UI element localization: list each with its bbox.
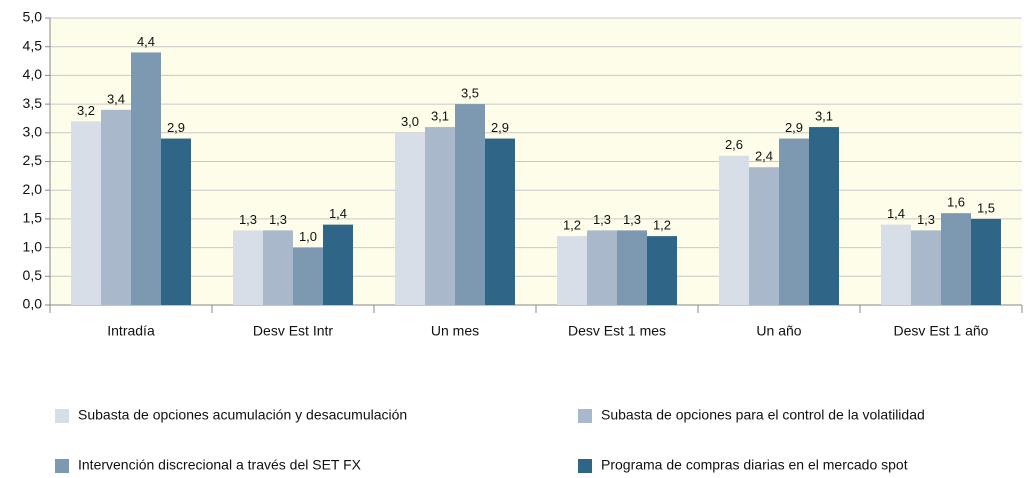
bar [809, 127, 839, 305]
x-tick-label: Un año [756, 323, 801, 339]
bar [485, 138, 515, 305]
value-label: 1,0 [299, 229, 317, 244]
bar [557, 236, 587, 305]
value-label: 2,9 [491, 120, 509, 135]
y-tick-label: 4,5 [23, 37, 43, 53]
x-tick-label: Desv Est Intr [253, 323, 333, 339]
value-label: 1,6 [947, 195, 965, 210]
bar [749, 167, 779, 305]
bar [911, 230, 941, 305]
bar [131, 52, 161, 305]
value-label: 1,3 [239, 212, 257, 227]
legend-swatch [578, 459, 592, 473]
value-label: 1,3 [593, 212, 611, 227]
bar [881, 224, 911, 305]
y-tick-label: 4,0 [23, 66, 43, 82]
bar [779, 138, 809, 305]
bar [455, 104, 485, 305]
bar [941, 213, 971, 305]
value-label: 1,4 [887, 206, 905, 221]
value-label: 3,4 [107, 91, 125, 106]
value-label: 1,2 [563, 218, 581, 233]
value-label: 3,1 [431, 108, 449, 123]
value-label: 2,9 [167, 120, 185, 135]
y-tick-label: 2,5 [23, 152, 43, 168]
bar [971, 218, 1001, 305]
value-label: 2,9 [785, 120, 803, 135]
y-tick-label: 3,5 [23, 95, 43, 111]
value-label: 1,3 [623, 212, 641, 227]
x-tick-label: Un mes [431, 323, 479, 339]
bar [587, 230, 617, 305]
x-tick-label: Intradía [107, 323, 155, 339]
legend-swatch [55, 459, 69, 473]
x-tick-label: Desv Est 1 año [894, 323, 989, 339]
value-label: 3,2 [77, 103, 95, 118]
x-tick-label: Desv Est 1 mes [568, 323, 666, 339]
value-label: 1,5 [977, 200, 995, 215]
bar [293, 247, 323, 305]
y-tick-label: 0,0 [23, 296, 43, 312]
y-tick-label: 2,0 [23, 181, 43, 197]
bar [263, 230, 293, 305]
legend-label: Intervención discrecional a través del S… [78, 457, 362, 473]
bar [719, 155, 749, 305]
y-tick-label: 0,5 [23, 267, 43, 283]
value-label: 3,1 [815, 108, 833, 123]
legend-swatch [55, 409, 69, 423]
bar [617, 230, 647, 305]
bar [101, 109, 131, 305]
y-tick-label: 5,0 [23, 9, 43, 25]
bar [233, 230, 263, 305]
legend-label: Subasta de opciones acumulación y desacu… [78, 407, 407, 423]
y-tick-label: 1,5 [23, 210, 43, 226]
value-label: 2,6 [725, 137, 743, 152]
value-label: 3,5 [461, 86, 479, 101]
legend-swatch [578, 409, 592, 423]
value-label: 1,3 [269, 212, 287, 227]
legend-label: Programa de compras diarias en el mercad… [601, 457, 908, 473]
value-label: 1,3 [917, 212, 935, 227]
bar [425, 127, 455, 305]
bar [647, 236, 677, 305]
legend-label: Subasta de opciones para el control de l… [601, 407, 925, 423]
bar [161, 138, 191, 305]
value-label: 2,4 [755, 149, 773, 164]
bar [395, 132, 425, 305]
value-label: 4,4 [137, 34, 155, 49]
bar [71, 121, 101, 305]
y-tick-label: 1,0 [23, 238, 43, 254]
value-label: 1,4 [329, 206, 347, 221]
y-tick-label: 3,0 [23, 124, 43, 140]
value-label: 1,2 [653, 218, 671, 233]
bar [323, 224, 353, 305]
value-label: 3,0 [401, 114, 419, 129]
